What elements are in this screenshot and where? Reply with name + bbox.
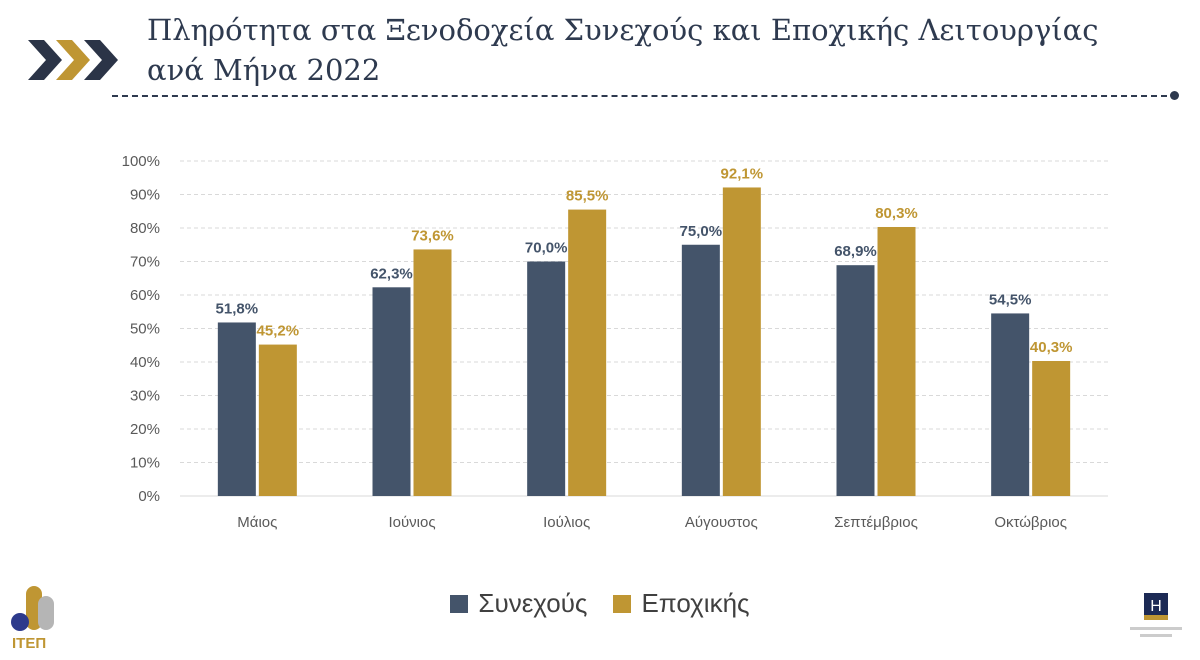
y-tick-label: 90%	[130, 187, 160, 204]
legend: Συνεχούς Εποχικής	[0, 588, 1200, 619]
bar-epochikis	[722, 187, 761, 496]
bar-epochikis	[568, 209, 607, 496]
y-tick-label: 20%	[130, 421, 160, 438]
data-label: 85,5%	[566, 188, 609, 205]
divider-dot	[1170, 91, 1179, 100]
data-label: 80,3%	[875, 205, 918, 222]
bar-epochikis	[258, 344, 297, 496]
data-label: 51,8%	[216, 300, 259, 317]
data-label: 75,0%	[680, 223, 723, 240]
y-tick-label: 30%	[130, 388, 160, 405]
legend-swatch	[613, 594, 632, 613]
bar-synexous	[372, 287, 411, 496]
data-label: 73,6%	[411, 227, 454, 244]
title-line-2: ανά Μήνα 2022	[147, 53, 381, 87]
y-tick-label: 70%	[130, 254, 160, 271]
data-label: 70,0%	[525, 240, 568, 257]
data-label: 92,1%	[721, 165, 764, 182]
x-tick-label: Μάιος	[237, 514, 277, 531]
bar-epochikis	[1032, 360, 1071, 496]
legend-swatch	[450, 594, 469, 613]
y-tick-label: 0%	[138, 488, 160, 505]
x-tick-label: Οκτώβριος	[994, 514, 1067, 531]
data-label: 45,2%	[257, 323, 300, 340]
x-tick-label: Αύγουστος	[685, 514, 758, 531]
y-tick-label: 50%	[130, 321, 160, 338]
bar-synexous	[681, 244, 720, 496]
chevrons-icon	[28, 40, 118, 80]
itep-logo: ΙΤΕΠ	[11, 586, 54, 652]
data-label: 62,3%	[370, 265, 413, 282]
y-tick-label: 100%	[122, 153, 160, 170]
legend-item-synexous: Συνεχούς	[450, 588, 587, 619]
x-tick-label: Ιούλιος	[543, 514, 590, 531]
dashed-divider	[112, 95, 1167, 97]
page-title: Πληρότητα στα Ξενοδοχεία Συνεχούς και Επ…	[147, 10, 1099, 90]
svg-text:H: H	[1150, 598, 1162, 615]
hotel-chamber-logo: H	[1130, 593, 1182, 637]
bar-synexous	[836, 265, 875, 496]
x-tick-label: Ιούνιος	[388, 514, 435, 531]
bar-synexous	[217, 322, 256, 496]
data-label: 54,5%	[989, 291, 1032, 308]
y-tick-label: 80%	[130, 220, 160, 237]
bar-epochikis	[413, 249, 452, 496]
bar-chart: 0% 10% 20% 30% 40% 50% 60% 70% 80% 90% 100% Μάιος 51…	[122, 153, 1108, 531]
bar-synexous	[991, 313, 1030, 496]
y-tick-label: 40%	[130, 354, 160, 371]
data-label: 68,9%	[834, 243, 877, 260]
legend-label: Συνεχούς	[478, 588, 588, 618]
bar-synexous	[527, 261, 566, 496]
bar-epochikis	[877, 226, 916, 496]
legend-label: Εποχικής	[641, 588, 750, 618]
x-tick-label: Σεπτέμβριος	[834, 514, 918, 531]
title-line-1: Πληρότητα στα Ξενοδοχεία Συνεχούς και Επ…	[147, 13, 1099, 47]
y-tick-label: 60%	[130, 287, 160, 304]
y-tick-label: 10%	[130, 455, 160, 472]
legend-item-epochikis: Εποχικής	[613, 588, 750, 619]
data-label: 40,3%	[1030, 339, 1073, 356]
svg-text:ΙΤΕΠ: ΙΤΕΠ	[12, 635, 46, 652]
